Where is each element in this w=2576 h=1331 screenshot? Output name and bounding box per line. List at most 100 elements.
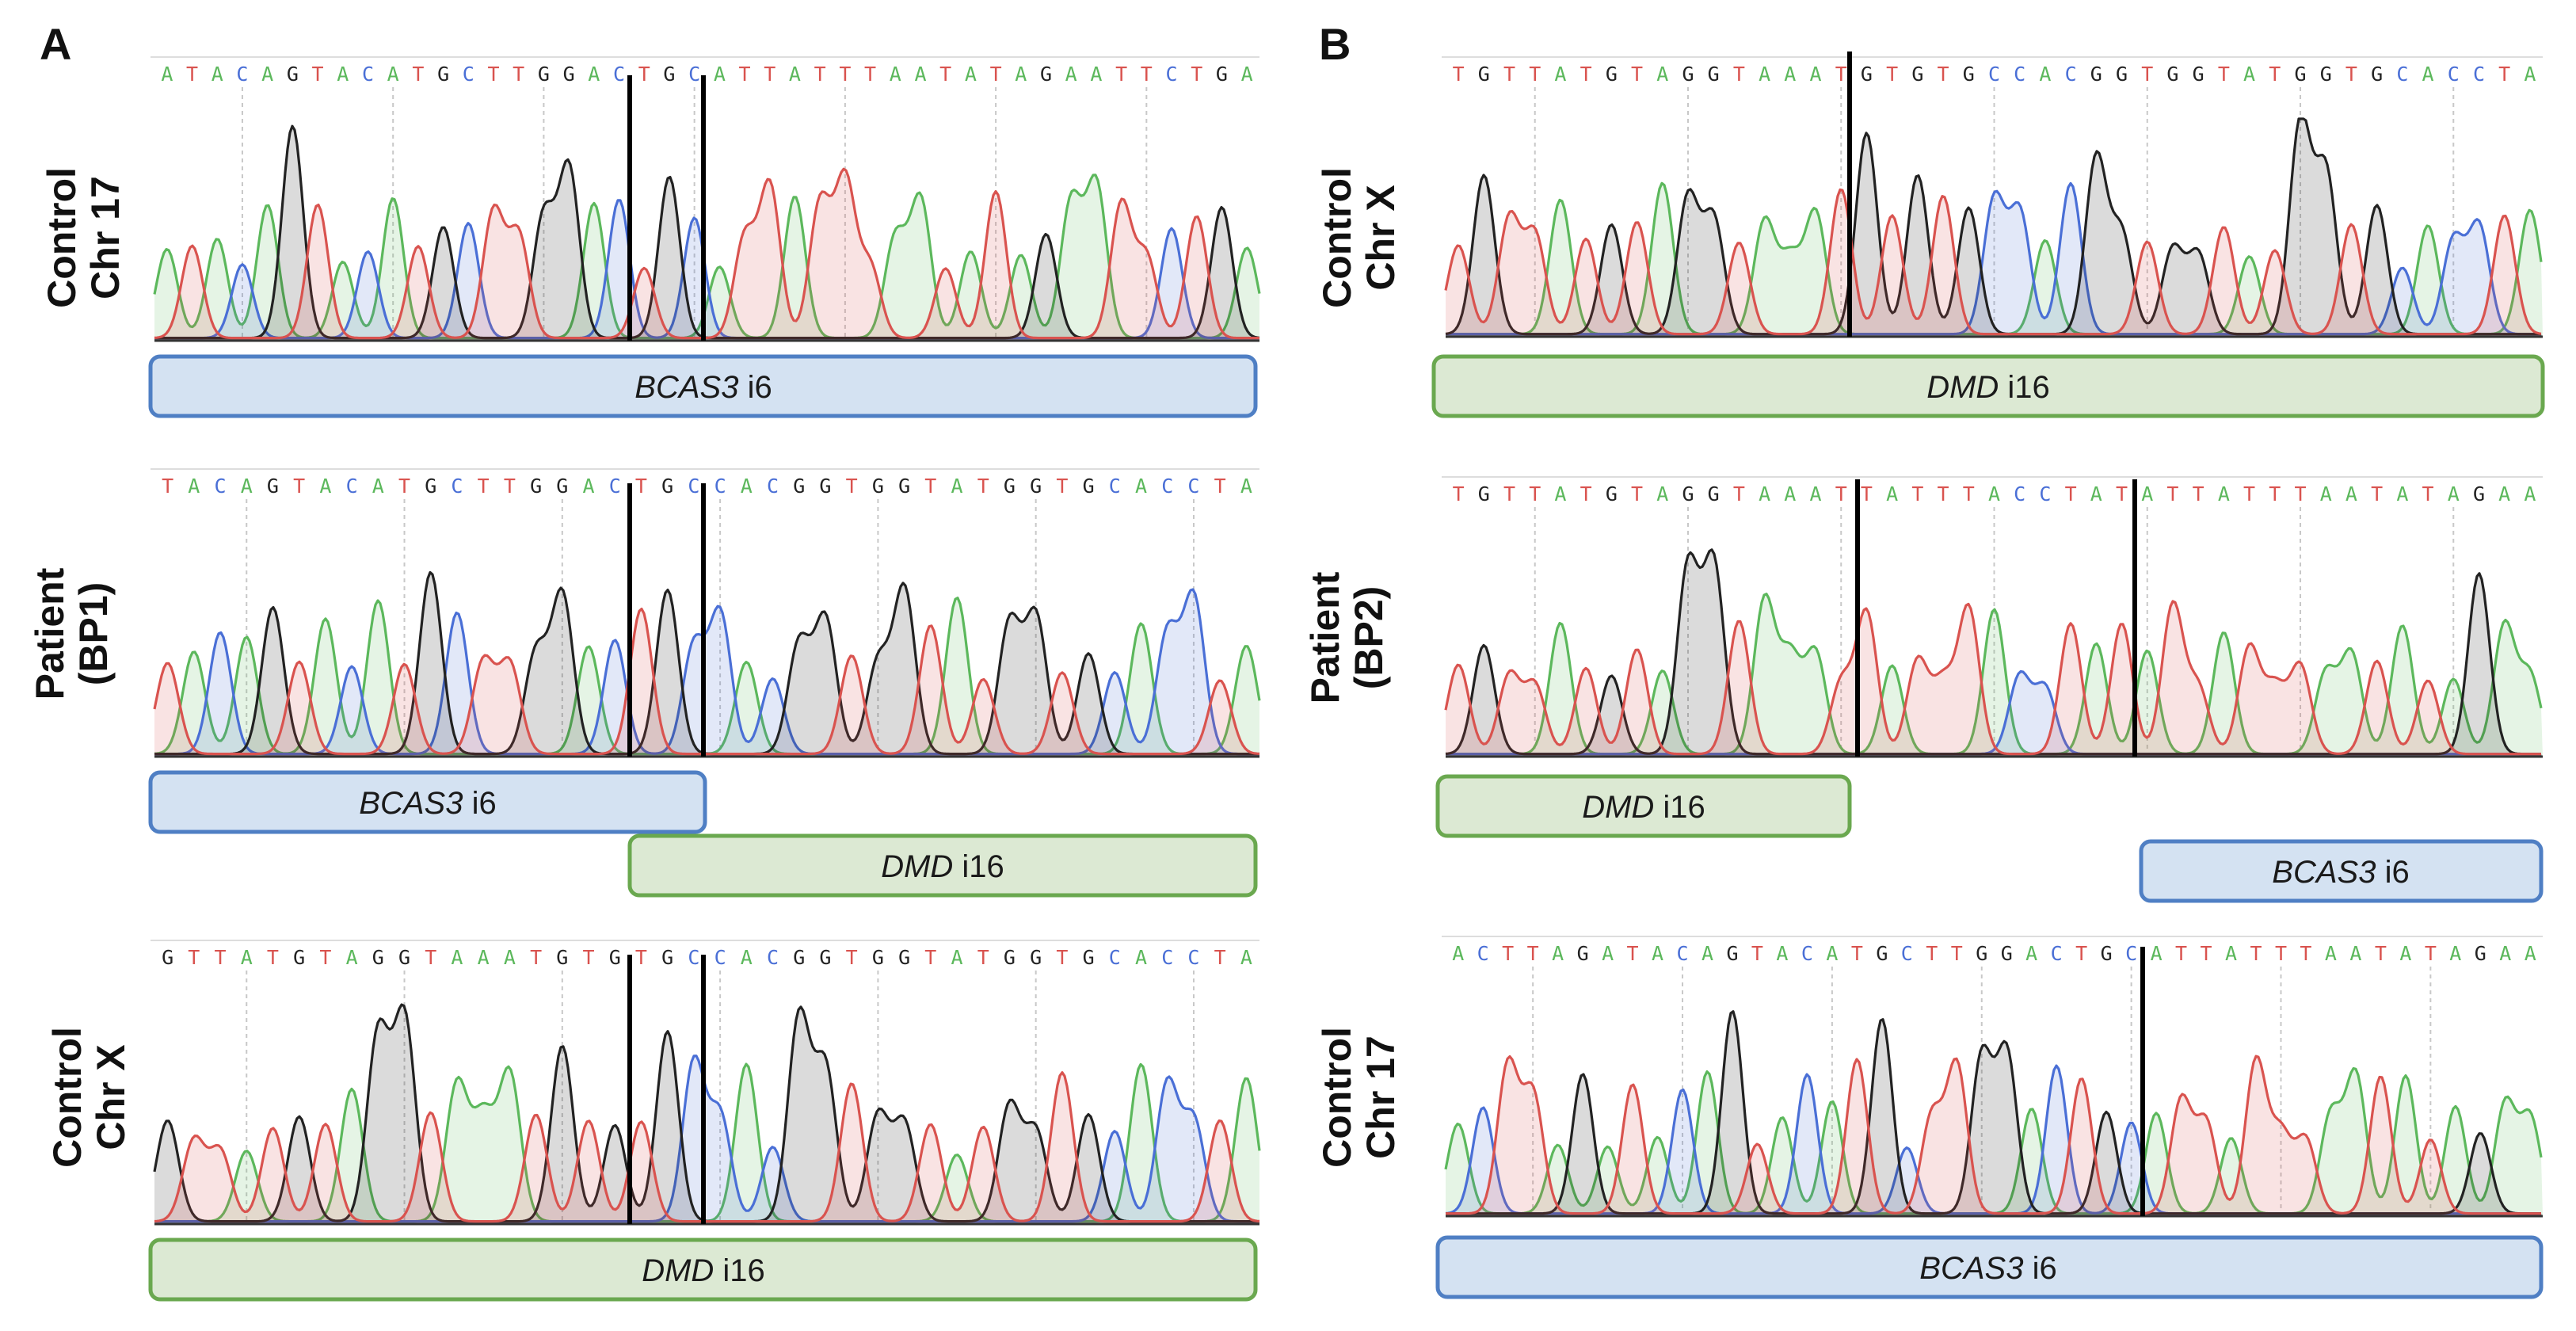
- base-call-letter: G: [2193, 63, 2204, 86]
- base-call-letter: T: [1056, 946, 1068, 969]
- peak-trace-t: [1444, 600, 2541, 756]
- base-call-letter: C: [714, 946, 726, 969]
- base-call-letter: A: [914, 63, 926, 86]
- base-call-letter: G: [663, 63, 675, 86]
- peak-fill-c: [154, 200, 1259, 341]
- base-call-letter: A: [2448, 482, 2460, 505]
- base-call-letter: T: [635, 946, 647, 969]
- base-call-letter: C: [236, 63, 248, 86]
- base-call-letter: G: [1682, 63, 1694, 86]
- base-call-letter: C: [2473, 63, 2485, 86]
- base-call-letter: A: [1065, 63, 1077, 86]
- base-call-letter: T: [846, 475, 858, 498]
- base-call-letter: T: [1861, 482, 1873, 505]
- base-call-letter: A: [1701, 942, 1713, 965]
- peak-fill-c: [154, 1055, 1259, 1224]
- peak-fill-c: [154, 589, 1259, 757]
- base-call-letter: T: [1938, 63, 1949, 86]
- base-call-letter: A: [2349, 942, 2361, 965]
- base-call-letter: A: [2524, 63, 2536, 86]
- base-call-letter: T: [425, 946, 436, 969]
- base-call-letter: G: [1030, 475, 1042, 498]
- row-label-line2: (BP1): [71, 582, 116, 686]
- gene-bar-bcas3: BCAS3 i6: [148, 354, 1258, 418]
- base-call-letter: T: [513, 63, 524, 86]
- base-call-letter: T: [924, 946, 936, 969]
- base-call-letter: A: [1602, 942, 1614, 965]
- row-label-line2: Chr 17: [1358, 1035, 1403, 1159]
- base-call-letter: A: [1240, 475, 1252, 498]
- base-call-letter: A: [504, 946, 516, 969]
- base-call-letter: T: [293, 475, 305, 498]
- base-call-letter: T: [977, 946, 989, 969]
- base-call-letter: G: [793, 946, 805, 969]
- peak-fill-g: [1446, 1011, 2543, 1216]
- base-call-letter: G: [1726, 942, 1738, 965]
- base-call-letter: A: [2218, 482, 2230, 505]
- base-call-letter: G: [1030, 946, 1042, 969]
- base-call-letter: C: [1901, 942, 1913, 965]
- base-call-letter: A: [1090, 63, 1102, 86]
- base-call-letter: A: [346, 946, 358, 969]
- gene-intron: i6: [2023, 1251, 2056, 1286]
- base-call-letter: C: [1161, 475, 1173, 498]
- base-call-letter: G: [556, 475, 568, 498]
- base-call-letter: A: [1810, 63, 1822, 86]
- base-call-letter: A: [2449, 942, 2461, 965]
- base-call-letter: C: [1677, 942, 1689, 965]
- svg-text:DMD i16: DMD i16: [642, 1253, 765, 1288]
- gene-bar-bcas3: BCAS3 i6: [148, 770, 707, 834]
- base-call-letter: C: [714, 475, 726, 498]
- base-call-letter: T: [2498, 63, 2510, 86]
- peak-fill-g: [1446, 119, 2543, 337]
- gene-name: BCAS3: [359, 786, 463, 821]
- base-call-letter: G: [2320, 63, 2332, 86]
- base-call-letter: A: [741, 475, 753, 498]
- base-call-letter: T: [312, 63, 324, 86]
- peak-trace-g: [1445, 548, 2541, 756]
- base-call-letter: A: [1241, 63, 1253, 86]
- peak-fill-t: [154, 608, 1259, 757]
- base-call-letter: T: [487, 63, 499, 86]
- base-call-letter: A: [478, 946, 490, 969]
- base-call-letter: T: [1911, 482, 1923, 505]
- gene-bar-dmd: DMD i16: [1431, 354, 2545, 418]
- gene-bar-bcas3: BCAS3 i6: [1435, 1235, 2544, 1299]
- base-call-letter: T: [2422, 482, 2434, 505]
- svg-text:BCAS3 i6: BCAS3 i6: [1919, 1251, 2056, 1286]
- base-call-letter: T: [864, 63, 876, 86]
- base-call-letter: C: [2014, 482, 2025, 505]
- base-call-letter: T: [1453, 63, 1465, 86]
- base-call-letter: T: [2243, 482, 2255, 505]
- peak-trace-a: [153, 174, 1261, 340]
- base-call-letter: A: [2039, 63, 2051, 86]
- base-call-letter: C: [2448, 63, 2460, 86]
- peak-trace-c: [154, 588, 1259, 756]
- base-call-letter: A: [1135, 475, 1147, 498]
- base-call-letter: G: [162, 946, 173, 969]
- peak-trace-t: [153, 608, 1260, 756]
- base-call-letter: G: [609, 946, 621, 969]
- gene-intron: i16: [1654, 790, 1705, 825]
- base-call-letter: T: [1851, 942, 1863, 965]
- base-call-letter: T: [2425, 942, 2437, 965]
- gene-name: DMD: [1582, 790, 1654, 825]
- base-call-letter: G: [556, 946, 568, 969]
- base-call-letter: G: [1876, 942, 1888, 965]
- base-call-letter: G: [2475, 942, 2486, 965]
- base-call-letter: T: [1056, 475, 1068, 498]
- base-call-letter: A: [2090, 482, 2102, 505]
- base-call-letter: A: [1135, 946, 1147, 969]
- base-call-letter: A: [1784, 63, 1796, 86]
- base-call-letter: C: [2065, 63, 2077, 86]
- base-call-letter: A: [1656, 482, 1668, 505]
- base-call-letter: C: [767, 475, 779, 498]
- base-call-letter: C: [2051, 942, 2063, 965]
- base-call-letter: A: [211, 63, 223, 86]
- base-call-letter: G: [1708, 63, 1720, 86]
- base-call-letter: T: [186, 63, 198, 86]
